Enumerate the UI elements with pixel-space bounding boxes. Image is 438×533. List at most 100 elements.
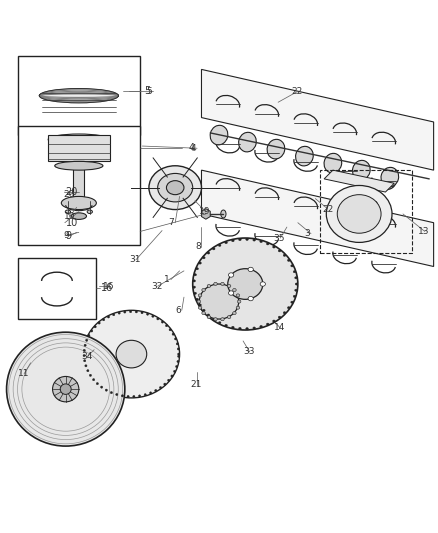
Ellipse shape (260, 240, 262, 243)
Ellipse shape (283, 254, 286, 256)
Text: 4: 4 (191, 144, 196, 153)
Ellipse shape (107, 316, 110, 318)
Ellipse shape (278, 316, 281, 318)
Ellipse shape (138, 395, 141, 397)
Text: 6: 6 (175, 306, 181, 315)
Text: 21: 21 (191, 380, 202, 389)
Ellipse shape (326, 185, 392, 243)
Ellipse shape (83, 310, 180, 398)
Text: 11: 11 (18, 369, 29, 378)
Polygon shape (73, 161, 84, 203)
Text: 20: 20 (66, 187, 78, 197)
Ellipse shape (337, 195, 381, 233)
Ellipse shape (116, 340, 147, 368)
Ellipse shape (199, 284, 239, 319)
Text: 3: 3 (304, 229, 310, 238)
Ellipse shape (65, 210, 71, 214)
Ellipse shape (94, 326, 96, 328)
Ellipse shape (155, 390, 157, 392)
Ellipse shape (118, 312, 120, 314)
Polygon shape (201, 170, 434, 266)
Bar (18, 258, 96, 319)
Ellipse shape (212, 248, 215, 250)
Ellipse shape (196, 268, 198, 270)
Ellipse shape (135, 311, 138, 313)
Ellipse shape (246, 238, 248, 240)
Ellipse shape (295, 277, 297, 279)
Ellipse shape (98, 322, 100, 324)
Ellipse shape (296, 147, 313, 166)
Polygon shape (201, 69, 434, 170)
Ellipse shape (198, 294, 202, 297)
Ellipse shape (39, 88, 118, 103)
Bar (18, 56, 140, 135)
Ellipse shape (91, 330, 93, 332)
Ellipse shape (212, 318, 215, 320)
Text: 2: 2 (239, 273, 244, 282)
Ellipse shape (293, 295, 296, 297)
Ellipse shape (253, 239, 255, 241)
Ellipse shape (158, 173, 193, 202)
Ellipse shape (236, 294, 240, 297)
Text: 5: 5 (145, 86, 151, 96)
Ellipse shape (194, 273, 197, 276)
Text: 4: 4 (188, 143, 194, 154)
Text: 34: 34 (81, 352, 92, 361)
Ellipse shape (291, 301, 293, 303)
Ellipse shape (291, 265, 293, 267)
Text: 10: 10 (64, 212, 75, 221)
Ellipse shape (60, 384, 71, 394)
Ellipse shape (84, 344, 86, 346)
Ellipse shape (202, 257, 205, 259)
Ellipse shape (48, 134, 110, 145)
Ellipse shape (260, 326, 262, 328)
Ellipse shape (221, 318, 224, 321)
Ellipse shape (168, 379, 170, 381)
Bar (320, 170, 412, 253)
Ellipse shape (161, 321, 163, 323)
Ellipse shape (141, 312, 143, 314)
Ellipse shape (169, 329, 171, 331)
Ellipse shape (85, 365, 87, 367)
Text: 1: 1 (164, 275, 170, 284)
Ellipse shape (232, 239, 234, 242)
Ellipse shape (267, 139, 285, 159)
Ellipse shape (87, 210, 92, 214)
Ellipse shape (353, 160, 370, 180)
Ellipse shape (105, 389, 107, 391)
Text: 12: 12 (368, 201, 379, 209)
Ellipse shape (146, 313, 148, 316)
Ellipse shape (248, 267, 253, 272)
Ellipse shape (225, 325, 227, 327)
Ellipse shape (166, 181, 184, 195)
Ellipse shape (227, 316, 231, 319)
Ellipse shape (193, 286, 195, 288)
Ellipse shape (152, 315, 154, 317)
Text: 9: 9 (64, 231, 69, 240)
Ellipse shape (124, 311, 126, 313)
Text: 16: 16 (103, 282, 114, 290)
Ellipse shape (324, 154, 342, 173)
Ellipse shape (246, 328, 248, 330)
Ellipse shape (207, 314, 210, 316)
Ellipse shape (159, 386, 162, 389)
Ellipse shape (166, 325, 168, 327)
Ellipse shape (83, 354, 85, 357)
Ellipse shape (92, 378, 95, 381)
Ellipse shape (121, 395, 124, 397)
Ellipse shape (219, 244, 221, 246)
Text: 35: 35 (274, 233, 285, 243)
Ellipse shape (236, 306, 240, 309)
Ellipse shape (7, 332, 125, 446)
Ellipse shape (202, 288, 205, 292)
Text: 9: 9 (66, 231, 72, 241)
Text: 16: 16 (101, 284, 113, 293)
Ellipse shape (239, 132, 256, 152)
Ellipse shape (171, 375, 173, 377)
Ellipse shape (127, 395, 129, 398)
Polygon shape (324, 170, 394, 192)
Ellipse shape (177, 360, 179, 362)
Ellipse shape (144, 394, 146, 396)
Ellipse shape (130, 311, 132, 313)
Ellipse shape (248, 296, 253, 301)
